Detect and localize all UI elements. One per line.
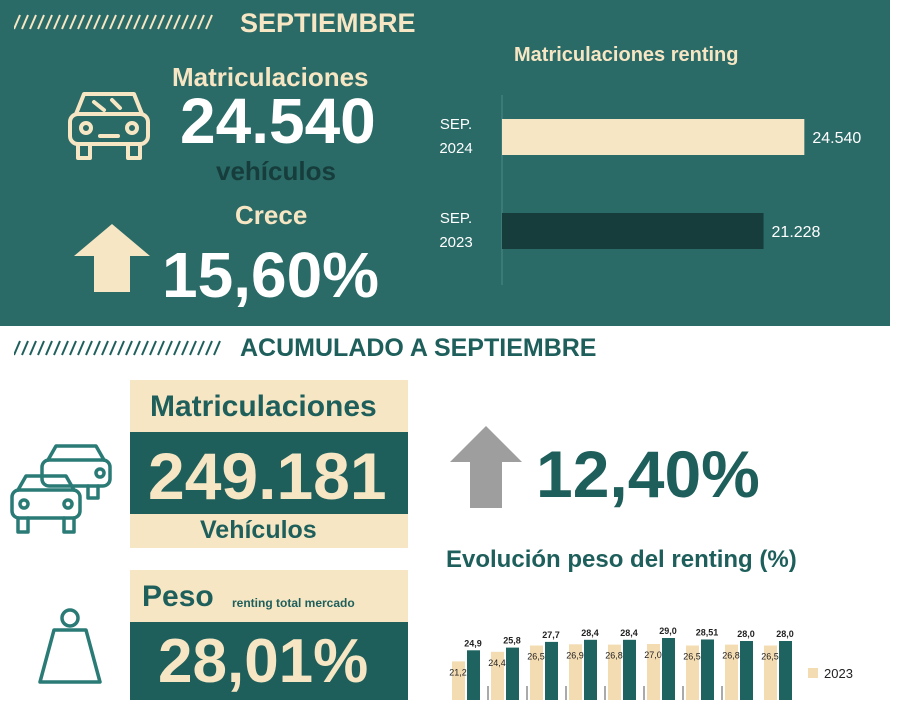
vbar-value-label: 26,9 [566,650,584,660]
vbar-bar [686,645,699,705]
vbar-value-label: 24,9 [464,638,482,648]
month-matric-label: Matriculaciones [172,62,369,92]
car-icon [68,92,150,160]
vbar-value-label: 28,4 [620,628,638,638]
vbar-value-label: 25,8 [503,636,521,646]
vbar-bar [740,641,753,705]
peso-sublabel: renting total mercado [232,596,355,610]
up-arrow-icon [74,224,150,292]
vbar-bar [764,645,777,705]
accum-vehicles-label: Vehículos [200,516,317,544]
legend-label-2023: 2023 [824,666,853,681]
vbar-bar [623,639,636,705]
month-matric-value: 24.540 [180,85,376,157]
accum-matric-label: Matriculaciones [150,390,377,423]
vbar-bar [608,644,621,705]
vbar-value-label: 27,7 [542,630,560,640]
hbar-value-label: 24.540 [812,130,861,147]
vbar-bar [491,651,504,705]
vbar-bar [569,644,582,705]
accum-matric-value-box [130,432,408,514]
hbar-bar [502,119,805,155]
vbar-value-label: 26,8 [722,651,740,661]
vbar-bar [545,641,558,705]
hatch-decoration-accum [14,340,221,356]
vbar-chart: 21,2 24,9 24,4 25,8 26,5 27,7 26,9 28,4 26,8 28,4… [436,590,900,705]
accum-matric-value: 249.181 [148,439,387,513]
accum-matric-label-box [130,380,408,432]
up-arrow-gray-icon [450,426,522,508]
hbar-category-label: 2023 [439,234,472,251]
vbar-bar [506,647,519,705]
two-cars-icon [10,444,112,534]
month-vehicles-label: vehículos [216,156,336,186]
vbar-value-label: 28,0 [776,629,794,639]
vbar-value-label: 26,8 [605,651,623,661]
vbar-bar [467,650,480,705]
vbar-bar [584,639,597,705]
peso-value: 28,01% [158,627,369,696]
monthly-panel [0,0,890,326]
vbar-bar [662,638,675,705]
month-growth-label: Crece [235,200,308,230]
vbar-bar [452,661,465,705]
vbar-value-label: 28,51 [696,627,719,637]
month-title: SEPTIEMBRE [240,8,416,38]
hbar-category-label: SEP. [440,116,472,133]
peso-label: Peso [142,580,214,613]
hbar-category-label: 2024 [439,140,472,157]
vbar-bar [701,639,714,705]
weight-icon [38,608,102,684]
hatch-decoration [14,14,213,30]
vbar-value-label: 28,4 [581,628,599,638]
hbar-bar [502,213,764,249]
vbar-value-label: 28,0 [737,629,755,639]
vbar-value-label: 26,5 [683,652,701,662]
peso-value-box [130,622,408,700]
vbar-bar [647,644,660,705]
accum-title: ACUMULADO A SEPTIEMBRE [240,334,597,362]
accum-vehicles-box [130,514,408,548]
vbar-value-label: 29,0 [659,626,677,636]
vbar-value-label: 26,5 [761,652,779,662]
vbar-bar [725,644,738,705]
peso-label-box [130,570,408,622]
vbar-svg: 21,2 24,9 24,4 25,8 26,5 27,7 26,9 28,4 26,8 28,4… [449,626,853,705]
vbar-value-label: 21,2 [449,667,467,677]
hbar-chart: 24.540 SEP. 2024 21.228 SEP. 2023 [420,95,890,285]
vbar-bar [530,645,543,705]
vbar-bar [779,641,792,705]
hbar-chart-title: Matriculaciones renting [514,44,739,66]
hbar-value-label: 21.228 [772,224,821,241]
vbar-value-label: 24,4 [488,658,506,668]
vbar-value-label: 27,0 [644,650,662,660]
hbar-svg: 24.540 SEP. 2024 21.228 SEP. 2023 [439,95,861,285]
accum-growth-value: 12,40% [536,437,760,511]
vbar-chart-title: Evolución peso del renting (%) [446,546,797,573]
hbar-category-label: SEP. [440,210,472,227]
legend-swatch-2023 [808,668,818,678]
vbar-value-label: 26,5 [527,652,545,662]
month-growth-value: 15,60% [162,239,380,311]
